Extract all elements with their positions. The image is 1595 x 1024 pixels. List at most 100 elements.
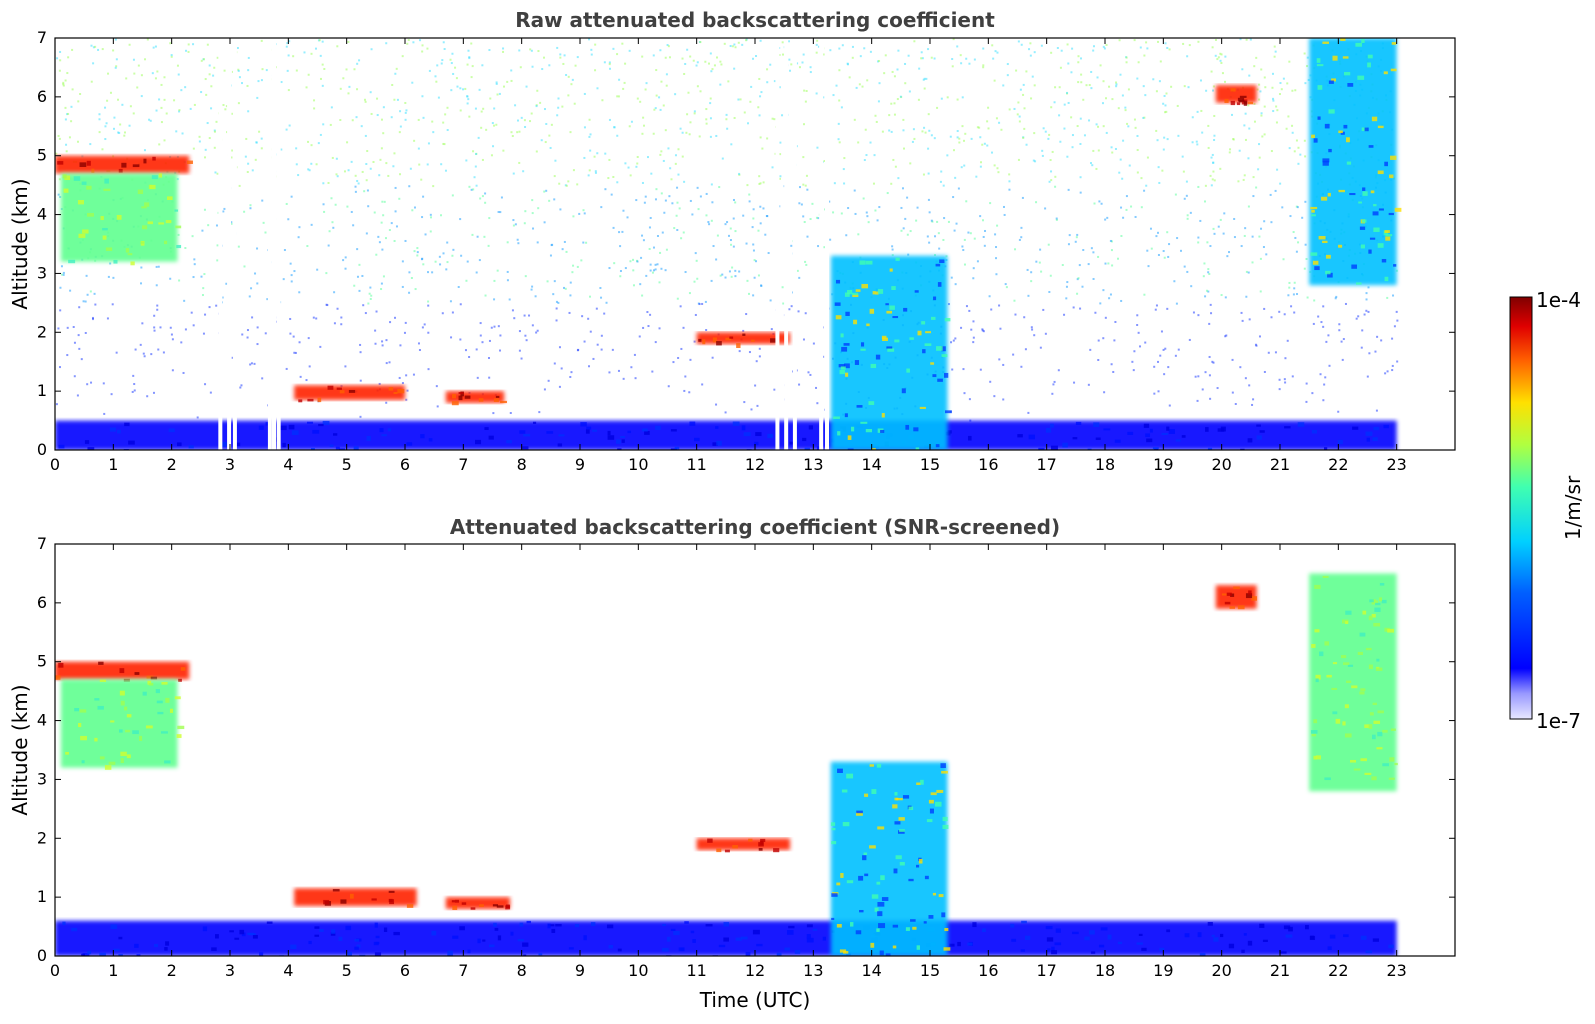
noise-pixel — [440, 163, 443, 166]
feature-cell — [121, 162, 127, 168]
noise-pixel — [231, 70, 234, 73]
noise-pixel — [1191, 116, 1194, 119]
noise-pixel — [1040, 270, 1043, 273]
noise-pixel — [608, 371, 611, 374]
noise-pixel — [297, 236, 300, 239]
feature-cell — [855, 812, 863, 816]
noise-pixel — [468, 185, 471, 188]
noise-pixel — [1076, 125, 1079, 128]
noise-pixel — [1067, 62, 1070, 65]
noise-pixel — [170, 333, 173, 336]
noise-pixel — [1006, 74, 1009, 77]
x-tick-label: 20 — [1211, 455, 1231, 474]
feature-cell — [756, 943, 763, 947]
noise-pixel — [590, 53, 593, 56]
noise-pixel — [604, 152, 607, 155]
noise-pixel — [262, 221, 265, 224]
noise-pixel — [782, 302, 785, 305]
noise-pixel — [189, 107, 192, 110]
noise-pixel — [1049, 274, 1052, 277]
noise-pixel — [734, 201, 737, 204]
noise-pixel — [781, 114, 784, 117]
noise-pixel — [1063, 313, 1066, 316]
feature-cell — [1025, 935, 1031, 940]
noise-pixel — [1008, 180, 1011, 183]
noise-pixel — [472, 150, 475, 153]
noise-pixel — [711, 68, 714, 71]
noise-pixel — [107, 72, 110, 75]
feature-cell — [1364, 772, 1372, 775]
feature-cell — [1349, 193, 1356, 196]
noise-pixel — [781, 286, 784, 289]
feature-cell — [1372, 437, 1378, 442]
noise-pixel — [558, 182, 561, 185]
feature-cell — [177, 725, 185, 730]
noise-pixel — [1106, 216, 1109, 219]
noise-pixel — [890, 130, 893, 133]
noise-pixel — [487, 244, 490, 247]
feature-cell — [957, 941, 961, 947]
noise-pixel — [608, 158, 611, 161]
noise-pixel — [1288, 60, 1291, 63]
noise-pixel — [660, 267, 663, 270]
feature-cell — [1324, 641, 1330, 646]
noise-pixel — [470, 188, 473, 191]
noise-pixel — [659, 153, 662, 156]
noise-pixel — [1366, 375, 1369, 378]
noise-pixel — [976, 126, 979, 129]
noise-pixel — [1131, 360, 1134, 363]
noise-pixel — [493, 279, 496, 282]
noise-pixel — [877, 60, 880, 63]
noise-pixel — [1070, 71, 1073, 74]
noise-pixel — [1186, 270, 1189, 273]
feature-cell — [846, 773, 854, 779]
feature-cell — [139, 735, 143, 741]
noise-pixel — [473, 176, 476, 179]
feature-cell — [298, 399, 303, 403]
noise-pixel — [470, 42, 473, 45]
feature-cell — [1355, 42, 1362, 47]
noise-pixel — [1170, 85, 1173, 88]
noise-pixel — [1105, 43, 1108, 46]
noise-pixel — [1143, 54, 1146, 57]
noise-pixel — [255, 141, 258, 144]
feature-cell — [80, 735, 87, 741]
noise-pixel — [1287, 115, 1290, 118]
noise-pixel — [699, 195, 702, 198]
noise-pixel — [1104, 262, 1107, 265]
feature-cell — [493, 398, 499, 402]
noise-pixel — [804, 312, 807, 315]
noise-pixel — [531, 199, 534, 202]
noise-pixel — [616, 134, 619, 137]
noise-pixel — [398, 197, 401, 200]
noise-pixel — [1118, 171, 1121, 174]
noise-pixel — [156, 70, 159, 73]
noise-pixel — [537, 207, 540, 210]
noise-pixel — [64, 79, 67, 82]
noise-pixel — [641, 234, 644, 237]
noise-pixel — [245, 137, 248, 140]
noise-pixel — [1102, 80, 1105, 83]
noise-pixel — [1144, 341, 1147, 344]
noise-pixel — [962, 249, 965, 252]
feature-cell — [1259, 923, 1265, 928]
noise-pixel — [472, 188, 475, 191]
feature-cell — [188, 445, 194, 449]
noise-pixel — [1231, 358, 1234, 361]
feature-cell — [1047, 948, 1051, 952]
feature-cell — [804, 447, 810, 450]
feature-cell — [1384, 627, 1390, 632]
feature-cell — [1381, 258, 1387, 263]
noise-pixel — [715, 134, 718, 137]
noise-pixel — [705, 329, 708, 332]
noise-pixel — [1244, 138, 1247, 141]
noise-pixel — [213, 146, 216, 149]
x-tick-label: 12 — [745, 961, 765, 980]
noise-pixel — [330, 197, 333, 200]
noise-pixel — [1323, 383, 1326, 386]
noise-pixel — [198, 140, 201, 143]
noise-pixel — [160, 106, 163, 109]
noise-pixel — [1224, 335, 1227, 338]
noise-pixel — [411, 81, 414, 84]
noise-pixel — [540, 139, 543, 142]
